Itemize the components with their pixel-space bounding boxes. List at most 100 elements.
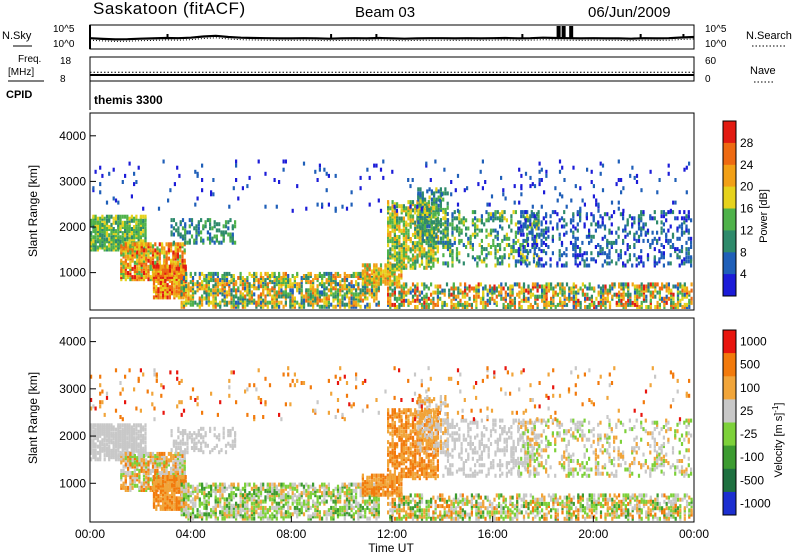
echo-cell: [387, 243, 390, 248]
echo-cell: [350, 296, 353, 301]
echo-cell: [416, 296, 419, 301]
echo-cell: [216, 278, 219, 283]
echo-cell: [147, 475, 150, 480]
echo-cell: [341, 278, 344, 283]
echo-cell: [593, 288, 596, 293]
echo-cell: [590, 257, 593, 262]
echo-cell: [398, 224, 401, 229]
echo-cell: [439, 296, 442, 301]
echo-cell: [128, 233, 131, 238]
echo-cell: [604, 296, 607, 301]
echo-cell: [432, 253, 435, 258]
echo-cell: [586, 292, 589, 297]
echo-cell: [144, 423, 147, 428]
echo-cell: [105, 231, 109, 236]
echo-cell: [142, 488, 146, 492]
echo-cell: [187, 298, 190, 303]
echo-cell: [448, 288, 451, 293]
echo-cell: [289, 282, 292, 287]
echo-cell: [427, 253, 430, 258]
echo-cell: [434, 159, 437, 164]
echo-cell: [133, 464, 136, 469]
echo-cell: [375, 275, 378, 280]
echo-cell: [94, 220, 97, 225]
echo-cell: [439, 187, 442, 192]
echo-cell: [336, 271, 340, 276]
echo-cell: [287, 278, 290, 283]
echo-cell: [126, 436, 129, 441]
echo-cell: [530, 222, 533, 227]
echo-cell: [163, 451, 166, 456]
echo-cell: [407, 247, 410, 252]
echo-cell: [90, 245, 93, 250]
echo-cell: [409, 239, 412, 244]
echo-cell: [147, 277, 150, 282]
echo-cell: [131, 464, 134, 469]
echo-cell: [458, 226, 461, 231]
echo-cell: [653, 247, 656, 252]
echo-cell: [268, 300, 272, 305]
echo-cell: [216, 288, 219, 293]
echo-cell: [479, 296, 482, 301]
echo-cell: [450, 298, 453, 303]
echo-cell: [494, 263, 497, 268]
echo-cell: [231, 232, 234, 237]
echo-cell: [122, 464, 125, 469]
echo-cell: [427, 261, 430, 266]
echo-cell: [357, 274, 360, 278]
echo-cell: [585, 212, 588, 217]
echo-cell: [138, 458, 141, 463]
echo-cell: [642, 210, 645, 215]
echo-cell: [321, 282, 324, 287]
echo-cell: [558, 192, 562, 197]
echo-cell: [127, 456, 130, 461]
echo-cell: [246, 286, 249, 291]
echo-cell: [154, 468, 157, 473]
echo-cell: [622, 288, 625, 293]
echo-cell: [139, 446, 142, 451]
echo-cell: [334, 294, 337, 299]
echo-cell: [414, 230, 417, 235]
echo-cell: [244, 286, 247, 291]
echo-cell: [168, 274, 171, 279]
echo-cell: [343, 276, 346, 280]
echo-cell: [99, 182, 102, 187]
echo-cell: [248, 290, 251, 295]
echo-cell: [180, 292, 183, 297]
echo-cell: [662, 263, 665, 268]
echo-cell: [436, 290, 439, 295]
echo-cell: [163, 254, 166, 259]
echo-cell: [203, 290, 206, 295]
echo-cell: [137, 436, 140, 441]
echo-cell: [416, 241, 419, 246]
echo-cell: [421, 201, 424, 206]
echo-cell: [162, 274, 165, 279]
echo-cell: [259, 284, 263, 289]
echo-cell: [633, 253, 636, 258]
echo-cell: [165, 250, 168, 255]
echo-cell: [207, 271, 210, 276]
echo-cell: [489, 212, 493, 217]
echo-cell: [407, 235, 410, 239]
echo-cell: [121, 446, 124, 451]
echo-cell: [469, 234, 472, 239]
echo-cell: [590, 302, 593, 307]
echo-cell: [430, 234, 433, 239]
echo-cell: [180, 289, 183, 294]
echo-cell: [426, 212, 429, 216]
echo-cell: [618, 282, 621, 287]
echo-cell: [651, 230, 654, 235]
echo-cell: [649, 243, 652, 247]
echo-cell: [357, 271, 360, 276]
echo-cell: [321, 204, 324, 209]
echo-cell: [493, 298, 496, 303]
echo-cell: [334, 286, 337, 291]
echo-cell: [455, 216, 459, 221]
echo-cell: [511, 292, 514, 297]
echo-cell: [396, 222, 399, 227]
freq-tick-top: 18: [60, 56, 72, 67]
echo-cell: [423, 247, 426, 252]
echo-cell: [690, 288, 693, 293]
echo-cell: [126, 440, 129, 445]
echo-cell: [117, 438, 120, 443]
